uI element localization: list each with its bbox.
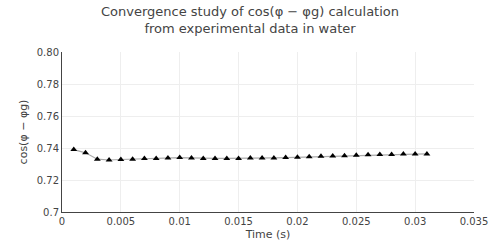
svg-text:Time (s): Time (s) xyxy=(245,228,291,241)
svg-text:cos(φ − φg): cos(φ − φg) xyxy=(17,100,30,165)
svg-text:0.7: 0.7 xyxy=(43,207,59,218)
svg-text:0.78: 0.78 xyxy=(37,79,59,90)
svg-text:0: 0 xyxy=(59,216,65,227)
svg-text:0.72: 0.72 xyxy=(37,175,59,186)
svg-text:0.03: 0.03 xyxy=(404,216,426,227)
svg-text:0.74: 0.74 xyxy=(37,143,59,154)
svg-text:0.02: 0.02 xyxy=(286,216,308,227)
svg-text:0.80: 0.80 xyxy=(37,47,59,58)
svg-text:0.025: 0.025 xyxy=(342,216,371,227)
svg-text:0.015: 0.015 xyxy=(224,216,253,227)
svg-text:0.035: 0.035 xyxy=(460,216,489,227)
svg-text:0.005: 0.005 xyxy=(107,216,136,227)
svg-text:0.76: 0.76 xyxy=(37,111,59,122)
svg-text:0.01: 0.01 xyxy=(169,216,191,227)
svg-text:Convergence study of cos(φ − φ: Convergence study of cos(φ − φg) calcula… xyxy=(101,4,399,36)
